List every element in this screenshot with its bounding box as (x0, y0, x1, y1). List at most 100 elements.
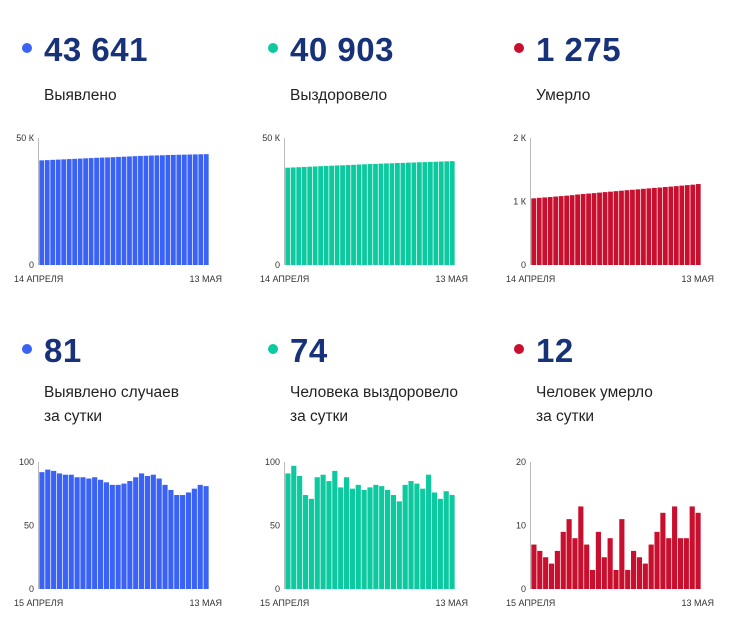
bar (55, 159, 61, 265)
bar (657, 187, 663, 265)
x-start-label: 14 АПРЕЛЯ (14, 274, 63, 284)
stat-label: Выявлено случаев за сутки (44, 381, 179, 429)
bar (589, 569, 596, 589)
stat-label: Умерло (536, 84, 590, 108)
bar (203, 486, 209, 589)
bar (660, 512, 666, 589)
bar (88, 158, 94, 265)
bar (308, 498, 314, 589)
bar (402, 484, 408, 589)
bar (553, 196, 559, 265)
bar (326, 481, 332, 589)
bar (554, 550, 560, 589)
bar (635, 189, 641, 265)
stat-label-line: за сутки (536, 408, 595, 425)
bar (400, 162, 406, 265)
bar (103, 482, 109, 589)
bar (121, 483, 127, 589)
bar (334, 165, 340, 265)
bar (608, 191, 613, 265)
bar (197, 484, 203, 589)
bar (149, 155, 154, 265)
panel-cases-total: 43 641 Выявлено 0 50 К 14 АПРЕЛЯ 13 МАЯ (0, 0, 240, 300)
bar (646, 188, 652, 265)
stat-label-line: Человек умерло (536, 384, 653, 401)
bar (323, 165, 329, 265)
bar (74, 477, 80, 589)
bar (110, 157, 116, 265)
bar (62, 474, 68, 589)
bar (543, 557, 549, 589)
bar (170, 154, 176, 265)
bar (580, 194, 586, 265)
bar (349, 488, 355, 589)
bar (385, 489, 391, 589)
bar (426, 474, 432, 589)
bar (619, 190, 624, 265)
x-start-label: 14 АПРЕЛЯ (260, 274, 309, 284)
bar (345, 165, 351, 265)
bar (72, 158, 78, 265)
bar (575, 194, 580, 265)
bar (636, 557, 643, 589)
bar (668, 186, 674, 265)
panel-deaths-total: 1 275 Умерло 0 1 К 2 К 14 АПРЕЛЯ 13 МАЯ (492, 0, 731, 300)
bar (290, 167, 296, 265)
bar (198, 154, 204, 265)
bar (162, 484, 168, 589)
bar (431, 492, 438, 589)
bar (531, 544, 537, 589)
bar (625, 569, 631, 589)
panel-recovered-total: 40 903 Выздоровело 0 50 К 14 АПРЕЛЯ 13 МАЯ (246, 0, 486, 300)
bar (338, 487, 344, 589)
y-tick-label: 0 (275, 584, 280, 594)
bar (672, 506, 678, 589)
legend-dot-icon (514, 344, 524, 354)
legend-dot-icon (514, 43, 524, 53)
bar (138, 155, 143, 265)
bar (61, 159, 67, 265)
bar (695, 184, 701, 265)
bar (174, 495, 180, 589)
bar (422, 162, 428, 265)
bar (127, 481, 133, 589)
bar (192, 154, 198, 265)
bar (133, 477, 139, 589)
bar (602, 192, 608, 265)
bar (613, 191, 619, 265)
bar (677, 538, 684, 589)
bar (83, 158, 88, 265)
bar (367, 487, 373, 589)
y-tick-label: 1 К (513, 197, 527, 207)
stat-label-line: за сутки (44, 408, 103, 425)
bar (569, 195, 575, 265)
y-tick-label: 50 (270, 521, 280, 531)
stat-label: Выздоровело (290, 84, 387, 108)
bar (547, 197, 553, 265)
bar (329, 165, 334, 265)
y-tick-label: 0 (521, 260, 526, 270)
bar (642, 563, 648, 589)
bar (406, 162, 411, 265)
bar (619, 519, 625, 589)
bar (116, 156, 121, 265)
bar (297, 475, 303, 589)
y-tick-label: 0 (29, 260, 34, 270)
bar (361, 489, 367, 589)
bar (443, 491, 449, 589)
bar (396, 501, 402, 589)
bar (176, 154, 182, 265)
bar (390, 495, 397, 589)
x-end-label: 13 МАЯ (435, 274, 468, 284)
bar (652, 187, 657, 265)
y-tick-label: 0 (29, 584, 34, 594)
bar (414, 483, 420, 589)
bar-chart: 0 50 100 15 АПРЕЛЯ 13 МАЯ (14, 457, 222, 608)
bar (50, 159, 56, 265)
bar (150, 474, 156, 589)
bar (301, 166, 307, 265)
bar (542, 197, 548, 265)
x-end-label: 13 МАЯ (189, 598, 222, 608)
bar (332, 470, 338, 589)
bar-chart: 0 50 К 14 АПРЕЛЯ 13 МАЯ (14, 133, 222, 284)
